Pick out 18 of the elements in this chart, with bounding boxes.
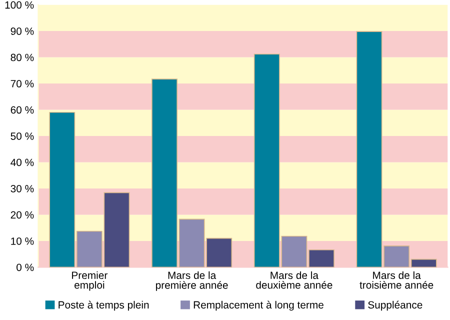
- y-tick-label: 90 %: [10, 28, 34, 35]
- x-tick-label: Mars de la troisième année: [360, 271, 434, 289]
- y-tick-label: 60 %: [10, 106, 34, 114]
- y-tick-label: 70 %: [10, 80, 34, 88]
- legend-label: Remplacement à long terme: [194, 300, 324, 311]
- y-tick-label: 0 %: [16, 264, 34, 272]
- y-tick-label: 10 %: [11, 237, 34, 245]
- y-tick-label: 100 %: [5, 1, 34, 9]
- legend-label: Suppléance: [368, 300, 422, 311]
- legend-label: Poste à temps plein: [58, 300, 149, 311]
- y-tick-label: 30 %: [10, 184, 34, 192]
- y-tick-label: 50 %: [10, 132, 34, 140]
- y-tick-label: 80 %: [10, 54, 34, 62]
- x-tick-label: Mars de la deuxième année: [256, 271, 332, 289]
- x-tick-label: Premier emploi: [72, 271, 108, 291]
- x-tick-label: Mars de la première année: [156, 271, 228, 291]
- y-tick-label: 40 %: [10, 158, 34, 166]
- y-tick-label: 20 %: [10, 211, 34, 219]
